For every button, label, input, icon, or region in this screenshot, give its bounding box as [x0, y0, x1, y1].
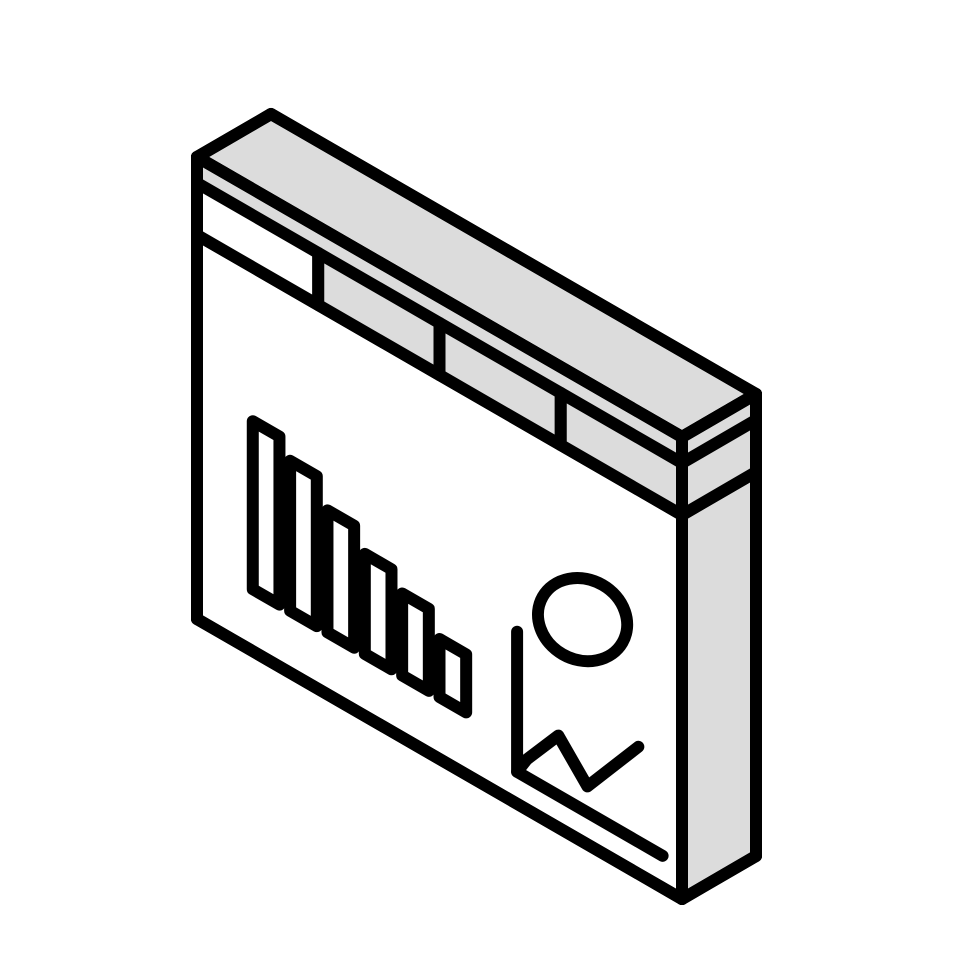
bar-2	[290, 461, 317, 626]
isometric-dashboard-icon	[0, 0, 980, 980]
bar-6	[440, 639, 467, 712]
bar-4	[365, 554, 392, 669]
bar-3	[327, 510, 354, 647]
bar-1	[253, 421, 280, 604]
bar-5	[402, 593, 429, 690]
